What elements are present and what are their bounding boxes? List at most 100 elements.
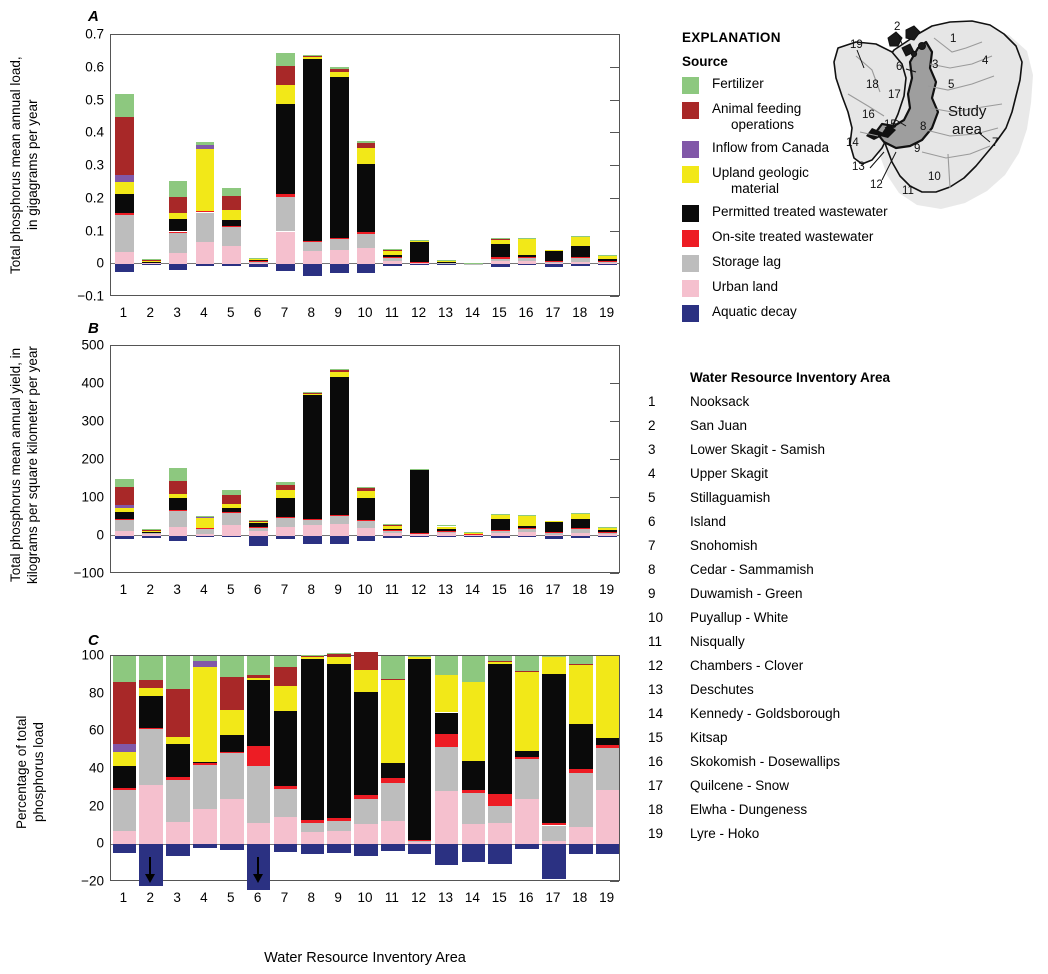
bar-a-wria-4 [195,35,215,297]
bar-segment [329,77,349,239]
bar-segment [517,257,537,261]
wria-row: 9 Duwamish - Green [648,586,978,601]
svg-text:10: 10 [928,171,941,183]
bar-segment [273,817,298,845]
bar-segment [166,780,190,822]
bar-segment [598,260,617,262]
annotation-arrow-wria-2 [145,856,156,883]
bar-segment [195,241,215,265]
bar-segment [302,392,322,394]
bar-segment [598,262,617,265]
wria-name: Lower Skagit - Samish [690,442,826,457]
bar-segment [219,752,244,753]
bar-segment [515,799,539,845]
bar-c-wria-13 [434,656,459,882]
x-tick-label-c-17: 17 [545,890,561,905]
bar-segment-negative [219,844,244,850]
bar-segment [168,196,188,214]
wria-number: 15 [648,730,664,745]
bar-a-wria-13 [437,35,456,297]
bar-segment [356,163,376,233]
bar-segment [356,140,376,144]
bar-segment [544,263,564,265]
bar-segment [329,371,349,377]
bar-segment [329,514,349,516]
wria-name: Island [690,514,727,529]
legend-item-urban: Urban land [682,279,932,297]
bar-segment-negative [195,536,215,537]
x-tick-label-b-2: 2 [146,582,155,597]
bar-segment [273,710,298,786]
x-tick-label-b-3: 3 [173,582,181,597]
bar-segment [354,670,378,692]
bar-segment [356,521,376,528]
bar-segment [542,656,566,657]
bar-segment [595,745,620,749]
x-axis-title: Water Resource Inventory Area [264,950,466,966]
bar-b-wria-18 [571,346,591,574]
bar-segment [115,507,134,513]
legend-rows: Fertilizer Animal feeding operations Inflow… [682,76,932,322]
bar-segment [195,528,215,534]
bar-segment [354,799,378,824]
bar-segment [249,258,269,259]
x-tick-label-c-3: 3 [173,890,181,905]
bar-segment [568,827,593,845]
y-tick-b-4 [610,421,619,423]
bar-segment-negative [222,536,242,538]
wria-number: 11 [648,634,663,649]
wria-number: 9 [648,586,656,601]
wria-name: Kitsap [690,730,728,745]
bar-segment [437,533,456,536]
bar-segment [383,530,403,532]
wria-row: 2 San Juan [648,418,978,433]
panel-letter-a: A [88,8,99,25]
wria-row: 1 Nooksack [648,394,978,409]
wria-name: Stillaguamish [690,490,771,505]
bar-a-wria-3 [168,35,188,297]
bar-segment [219,656,244,677]
map-callout-leaders [856,33,991,181]
bar-segment [383,528,403,531]
bar-c-wria-18 [568,656,593,882]
svg-text:16: 16 [862,109,875,121]
bar-segment [383,250,403,251]
bar-segment [193,809,217,845]
bar-segment-negative [407,844,432,854]
bar-segment [219,676,244,710]
bar-segment [488,794,512,806]
x-tick-label-a-13: 13 [438,305,454,320]
x-tick-label-b-17: 17 [545,582,561,597]
bar-segment-negative [571,536,591,538]
wria-row: 8 Cedar - Sammamish [648,562,978,577]
bar-segment-negative [112,844,137,853]
x-tick-label-b-10: 10 [357,582,373,597]
bar-segment [166,821,190,845]
bar-segment [410,470,430,533]
y-tick-b-3 [610,459,619,461]
bar-segment-negative [598,536,617,537]
legend-item-animal: Animal feeding operations [682,101,932,133]
x-tick-label-a-8: 8 [307,305,316,320]
bar-segment [568,723,593,769]
bar-segment [356,486,376,489]
bar-a-wria-2 [141,35,161,297]
bar-segment [598,526,617,531]
x-tick-label-c-1: 1 [119,890,128,905]
bar-segment [276,526,295,536]
bar-segment [112,656,137,683]
y-tick-a-7 [610,66,619,68]
bar-segment [168,480,188,494]
svg-text:7: 7 [992,137,998,149]
bar-segment [383,530,403,533]
bar-segment [112,752,137,767]
bar-segment [168,493,188,499]
y-tick-label-b-4: 300 [81,413,104,429]
wria-row: 17 Quilcene - Snow [648,778,978,793]
bar-segment [517,260,537,265]
bar-segment [490,239,510,241]
bar-segment [356,519,376,522]
bar-segment [195,142,215,146]
bar-segment [168,526,188,536]
